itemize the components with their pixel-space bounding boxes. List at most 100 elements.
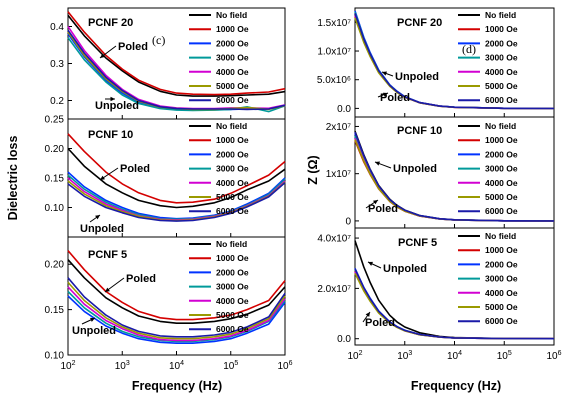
- legend-label-6000-oe: 6000 Oe: [485, 206, 518, 216]
- y-tick-label: 0.10: [45, 203, 65, 214]
- legend-label-1000-oe: 1000 Oe: [216, 253, 249, 263]
- y-tick-label: 1.5x10⁷: [317, 18, 351, 29]
- legend-label-no-field: No field: [485, 121, 516, 131]
- legend-label-2000-oe: 2000 Oe: [485, 38, 518, 48]
- y-tick-label: 0.15: [45, 305, 65, 316]
- annotation-arrowhead: [100, 175, 105, 180]
- legend-label-no-field: No field: [216, 121, 247, 131]
- legend-label-3000-oe: 3000 Oe: [216, 282, 249, 292]
- annotation-poled: Poled: [368, 203, 398, 215]
- y-tick-label: 0.20: [45, 260, 65, 271]
- y-tick-label: 0.20: [45, 144, 65, 155]
- legend-label-3000-oe: 3000 Oe: [216, 164, 249, 174]
- series-no-field: [67, 14, 286, 97]
- panel-loss-pcnf10: 0.10 0.15 0.20 0.25 No field 1000 Oe 2000 Oe 30…: [45, 115, 286, 238]
- y-tick-label: 1x10⁷: [326, 169, 352, 180]
- x-tick-label: 106: [546, 350, 561, 362]
- series-5000-oe: [67, 281, 286, 340]
- legend-label-3000-oe: 3000 Oe: [485, 164, 518, 174]
- series-1000-oe: [67, 11, 286, 96]
- legend-label-4000-oe: 4000 Oe: [485, 67, 518, 77]
- annotation-arrowhead: [375, 161, 380, 166]
- legend-label-3000-oe: 3000 Oe: [485, 53, 518, 63]
- annotation-arrowhead: [110, 96, 115, 102]
- panel-title: PCNF 5: [398, 237, 437, 249]
- legend-label-4000-oe: 4000 Oe: [216, 178, 249, 188]
- x-tick-label: 103: [397, 350, 412, 362]
- panels-layer: 0.2 0.3 0.4 No field 1000 Oe 2000 Oe 3000 Oe 40…: [45, 7, 562, 372]
- legend-label-2000-oe: 2000 Oe: [485, 149, 518, 159]
- y-tick-label: 0.0: [337, 104, 351, 115]
- x-tick-label: 105: [497, 350, 512, 362]
- y-tick-label: 1.0x10⁷: [317, 47, 351, 58]
- panel-loss-pcnf20: 0.2 0.3 0.4 No field 1000 Oe 2000 Oe 3000 Oe 40…: [50, 7, 286, 120]
- annotation-arrowhead: [100, 53, 105, 58]
- series-4000-oe: [67, 286, 286, 342]
- legend-label-5000-oe: 5000 Oe: [485, 81, 518, 91]
- legend-label-3000-oe: 3000 Oe: [216, 53, 249, 63]
- series-1000-oe: [67, 133, 286, 204]
- right-y-axis-label: Z (Ω): [306, 155, 320, 184]
- annotation-arrowhead: [95, 215, 100, 220]
- panel-z-pcnf10: 0 1x10⁷ 2x10⁷ No field 1000 Oe 2000 Oe 3000 Oe…: [326, 116, 555, 229]
- series-6000-oe: [67, 182, 286, 222]
- y-tick-label: 0.10: [45, 351, 65, 362]
- legend-label-4000-oe: 4000 Oe: [485, 178, 518, 188]
- panel-z-pcnf5: 0.0 2.0x10⁷ 4.0x10⁷ 102 103 104 105 106 No field…: [317, 227, 562, 362]
- annotation-arrowhead: [105, 287, 110, 292]
- y-tick-label: 0.0: [337, 334, 351, 345]
- y-tick-label: 2x10⁷: [326, 122, 352, 133]
- y-tick-label: 0.3: [50, 59, 64, 70]
- annotation-arrowhead: [368, 261, 373, 266]
- y-tick-label: 4.0x10⁷: [317, 234, 351, 245]
- legend-label-no-field: No field: [216, 10, 247, 20]
- legend-label-1000-oe: 1000 Oe: [216, 135, 249, 145]
- legend-label-5000-oe: 5000 Oe: [485, 192, 518, 202]
- panel-title: PCNF 20: [397, 17, 442, 29]
- annotation-unpoled: Unpoled: [383, 263, 427, 275]
- y-tick-label: 0.15: [45, 174, 65, 185]
- legend-label-6000-oe: 6000 Oe: [216, 95, 249, 105]
- x-tick-label: 102: [60, 360, 75, 372]
- y-tick-label: 0.25: [45, 115, 65, 126]
- panel-title: PCNF 5: [88, 249, 127, 261]
- y-tick-label: 0: [345, 216, 351, 227]
- left-y-axis-label: Dielectric loss: [6, 136, 20, 221]
- annotation-arrowhead: [365, 312, 370, 317]
- y-tick-label: 2.0x10⁷: [317, 284, 351, 295]
- annotation-poled: Poled: [120, 163, 150, 175]
- series-2000-oe: [67, 295, 286, 345]
- panel-title: PCNF 10: [88, 129, 133, 141]
- legend-label-no-field: No field: [216, 239, 247, 249]
- legend-label-1000-oe: 1000 Oe: [485, 24, 518, 34]
- left-x-axis-label: Frequency (Hz): [132, 379, 222, 393]
- series-no-field: [67, 259, 286, 325]
- legend-label-6000-oe: 6000 Oe: [216, 206, 249, 216]
- annotation-unpoled: Unpoled: [395, 71, 439, 83]
- annotation-unpoled: Unpoled: [72, 325, 116, 337]
- annotation-arrowhead: [373, 200, 378, 205]
- legend-label-2000-oe: 2000 Oe: [485, 259, 518, 269]
- annotation-poled: Poled: [126, 273, 156, 285]
- annotation-unpoled: Unpoled: [80, 223, 124, 235]
- series-6000-oe: [354, 268, 555, 340]
- y-tick-label: 0.4: [50, 22, 64, 33]
- legend-label-2000-oe: 2000 Oe: [216, 149, 249, 159]
- legend-label-6000-oe: 6000 Oe: [216, 324, 249, 334]
- panel-title: PCNF 20: [88, 17, 133, 29]
- legend-label-3000-oe: 3000 Oe: [485, 274, 518, 284]
- annotation-poled: Poled: [118, 41, 148, 53]
- legend-label-6000-oe: 6000 Oe: [485, 95, 518, 105]
- x-tick-label: 105: [223, 360, 238, 372]
- series-6000-oe: [67, 29, 286, 111]
- legend-label-5000-oe: 5000 Oe: [216, 81, 249, 91]
- series-no-field: [67, 147, 286, 209]
- x-tick-label: 102: [347, 350, 362, 362]
- legend-label-5000-oe: 5000 Oe: [485, 302, 518, 312]
- legend-label-2000-oe: 2000 Oe: [216, 267, 249, 277]
- annotation-unpoled: Unpoled: [393, 163, 437, 175]
- x-tick-label: 104: [169, 360, 184, 372]
- y-tick-label: 5.0x10⁶: [317, 75, 351, 86]
- panel-z-pcnf20: 0.0 5.0x10⁶ 1.0x10⁷ 1.5x10⁷ No field 1000 Oe 2…: [317, 7, 555, 118]
- legend-label-no-field: No field: [485, 10, 516, 20]
